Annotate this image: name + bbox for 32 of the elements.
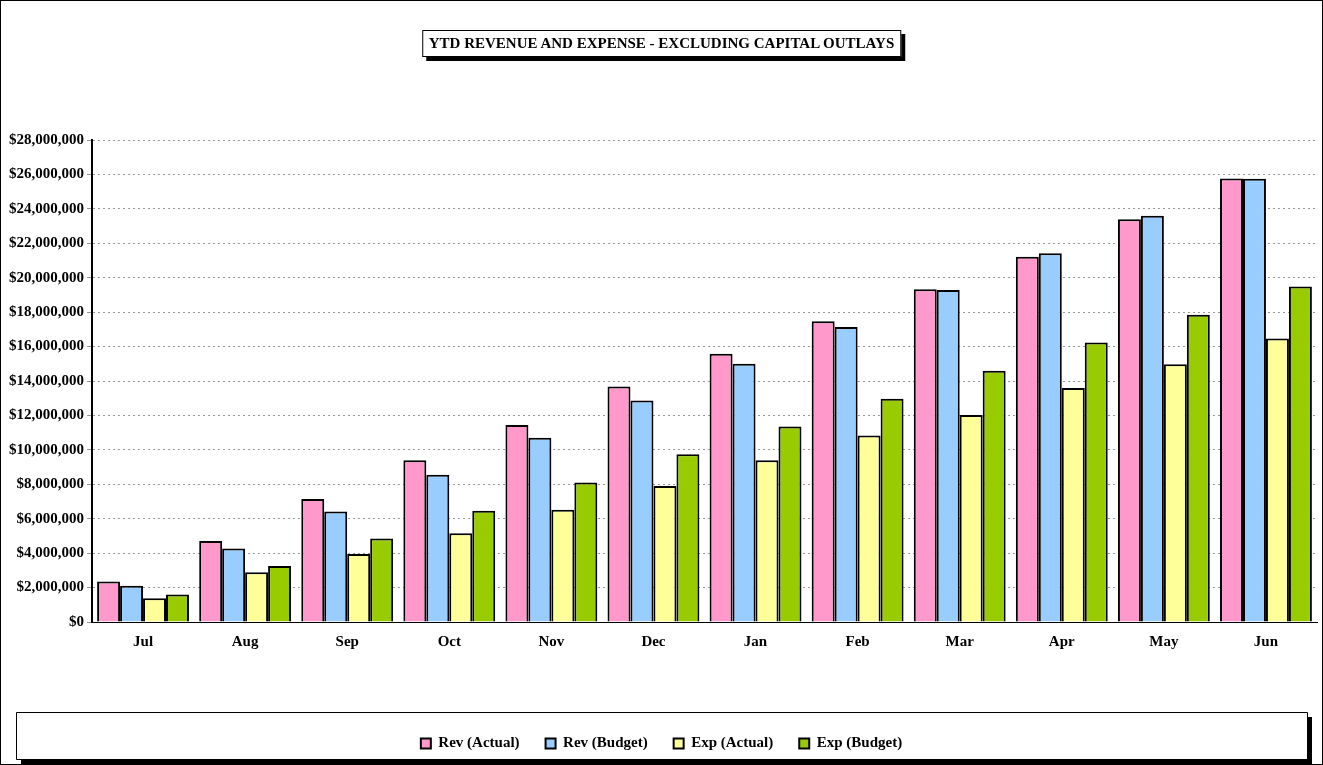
x-tick-label: Oct xyxy=(437,632,461,649)
y-tick-label: $22,000,000 xyxy=(9,234,84,251)
chart-title: YTD REVENUE AND EXPENSE - EXCLUDING CAPITAL OUTLAYS xyxy=(421,30,902,57)
x-tick-label: Aug xyxy=(231,632,259,649)
x-tick-label: Mar xyxy=(945,632,975,649)
legend-label: Exp (Budget) xyxy=(816,734,903,752)
legend-label: Rev (Budget) xyxy=(563,734,648,752)
x-tick-label: May xyxy=(1149,632,1179,649)
y-tick-label: $28,000,000 xyxy=(9,130,84,147)
y-tick-label: $14,000,000 xyxy=(9,371,84,388)
y-tick-label: $4,000,000 xyxy=(16,544,84,561)
x-tick-label: Dec xyxy=(641,632,666,649)
y-tick-label: $8,000,000 xyxy=(16,475,84,492)
x-tick-label: Feb xyxy=(845,632,870,649)
y-tick-label: $6,000,000 xyxy=(16,509,84,526)
legend-label: Exp (Actual) xyxy=(691,734,774,752)
y-tick-label: $24,000,000 xyxy=(9,199,84,216)
y-tick-label: $20,000,000 xyxy=(9,268,84,285)
x-tick-label: Jul xyxy=(133,632,154,649)
x-tick-label: Sep xyxy=(335,632,359,649)
x-tick-label: Nov xyxy=(538,632,565,649)
x-tick-label: Jun xyxy=(1253,632,1279,649)
y-tick-label: $18,000,000 xyxy=(9,303,84,320)
y-tick-label: $10,000,000 xyxy=(9,440,84,457)
x-tick-label: Jan xyxy=(743,632,768,649)
legend-label: Rev (Actual) xyxy=(438,734,520,752)
y-tick-label: $12,000,000 xyxy=(9,406,84,423)
y-tick-label: $26,000,000 xyxy=(9,165,84,182)
y-tick-label: $2,000,000 xyxy=(16,578,84,595)
x-tick-label: Apr xyxy=(1048,632,1076,649)
y-tick-label: $16,000,000 xyxy=(9,337,84,354)
y-tick-label: $0 xyxy=(69,612,84,629)
